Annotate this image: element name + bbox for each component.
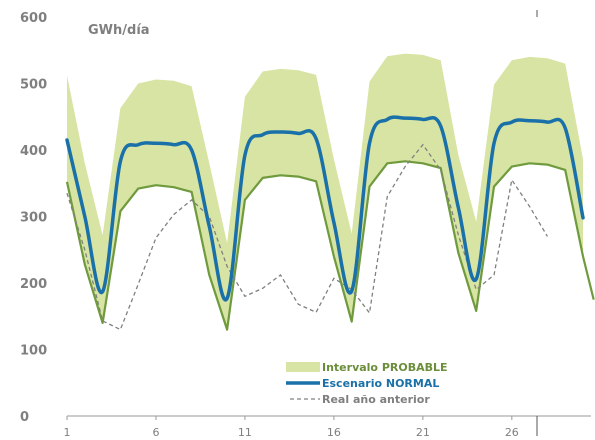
y-tick-label: 200 bbox=[20, 277, 47, 292]
x-tick-label: 1 bbox=[64, 426, 71, 439]
y-tick-label: 100 bbox=[20, 344, 47, 359]
legend-label-probable: Intervalo PROBABLE bbox=[322, 361, 448, 374]
y-tick-label: 300 bbox=[20, 211, 47, 226]
x-tick-label: 26 bbox=[505, 426, 519, 439]
legend-swatch-probable bbox=[286, 362, 320, 372]
line-layer bbox=[65, 115, 585, 331]
legend-label-normal: Escenario NORMAL bbox=[322, 377, 439, 390]
x-tick-label: 21 bbox=[416, 426, 430, 439]
x-tick-label: 16 bbox=[327, 426, 341, 439]
y-unit-label: GWh/día bbox=[88, 23, 150, 38]
legend-label-previous: Real año anterior bbox=[322, 393, 430, 406]
x-tick-label: 11 bbox=[238, 426, 252, 439]
y-tick-label: 500 bbox=[20, 78, 47, 93]
legend: Intervalo PROBABLE Escenario NORMAL Real… bbox=[286, 361, 448, 406]
series-normal-line bbox=[65, 115, 585, 302]
band-probable-area bbox=[67, 53, 583, 330]
x-tick-label: 6 bbox=[152, 426, 159, 439]
y-tick-label: 0 bbox=[20, 410, 29, 425]
y-tick-label: 600 bbox=[20, 11, 47, 26]
series-previous-year-line bbox=[66, 143, 548, 331]
band-lower-line bbox=[65, 160, 595, 331]
y-tick-label: 400 bbox=[20, 144, 47, 159]
band-layer bbox=[65, 53, 595, 331]
